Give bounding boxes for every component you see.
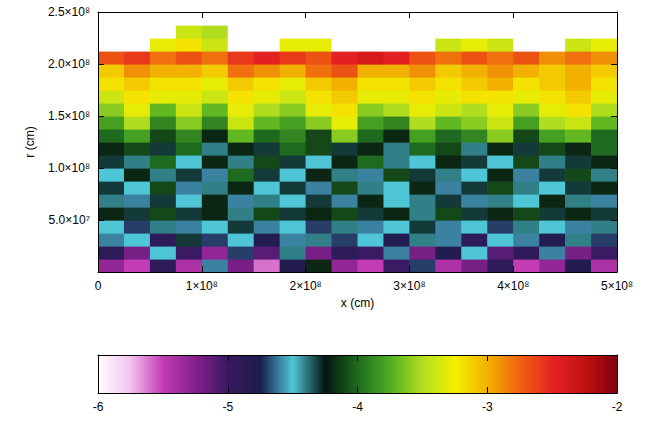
svg-text:2×10⁸: 2×10⁸	[290, 279, 322, 293]
svg-text:3×10⁸: 3×10⁸	[393, 279, 425, 293]
svg-text:-3: -3	[482, 400, 493, 414]
svg-text:1×10⁸: 1×10⁸	[186, 279, 218, 293]
svg-text:5×10⁸: 5×10⁸	[601, 279, 633, 293]
svg-text:1.0×10⁸: 1.0×10⁸	[48, 161, 90, 175]
svg-text:-5: -5	[222, 400, 233, 414]
svg-text:1.5×10⁸: 1.5×10⁸	[48, 109, 90, 123]
svg-text:r (cm): r (cm)	[23, 126, 37, 157]
svg-text:5.0×10⁷: 5.0×10⁷	[49, 213, 90, 227]
svg-text:0: 0	[95, 279, 102, 293]
svg-text:-6: -6	[93, 400, 104, 414]
svg-text:4×10⁸: 4×10⁸	[497, 279, 529, 293]
svg-text:2.5×10⁸: 2.5×10⁸	[48, 5, 90, 19]
svg-text:x (cm): x (cm)	[341, 296, 374, 310]
svg-text:-4: -4	[352, 400, 363, 414]
svg-text:-2: -2	[612, 400, 623, 414]
svg-text:2.0×10⁸: 2.0×10⁸	[48, 57, 90, 71]
